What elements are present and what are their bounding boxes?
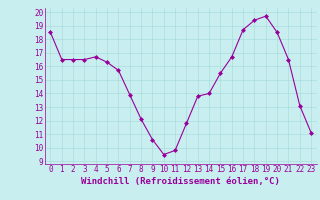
X-axis label: Windchill (Refroidissement éolien,°C): Windchill (Refroidissement éolien,°C) <box>81 177 280 186</box>
